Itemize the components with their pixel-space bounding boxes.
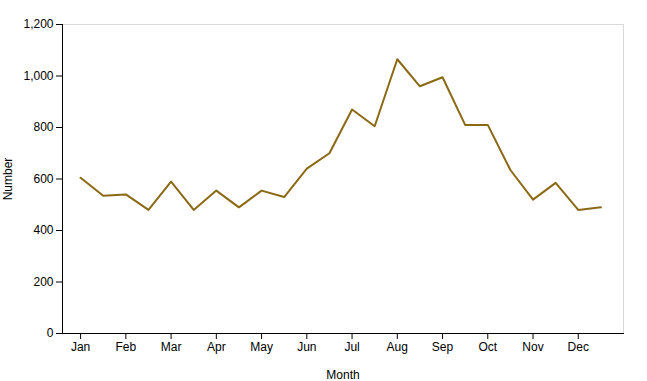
svg-text:Number: Number [1,158,15,201]
svg-text:Nov: Nov [522,340,543,354]
svg-text:0: 0 [47,326,54,340]
svg-text:Jul: Jul [344,340,359,354]
svg-text:Jan: Jan [71,340,90,354]
svg-text:200: 200 [33,275,53,289]
svg-text:Month: Month [326,368,359,381]
svg-text:1,200: 1,200 [23,17,53,31]
svg-text:Apr: Apr [207,340,226,354]
svg-text:Mar: Mar [161,340,182,354]
svg-text:Oct: Oct [478,340,497,354]
svg-text:Sep: Sep [432,340,454,354]
svg-text:400: 400 [33,223,53,237]
svg-text:May: May [250,340,273,354]
svg-text:Feb: Feb [115,340,136,354]
svg-text:Aug: Aug [387,340,408,354]
svg-text:1,000: 1,000 [23,69,53,83]
svg-text:600: 600 [33,172,53,186]
svg-text:800: 800 [33,120,53,134]
svg-text:Jun: Jun [297,340,316,354]
svg-text:Dec: Dec [568,340,589,354]
